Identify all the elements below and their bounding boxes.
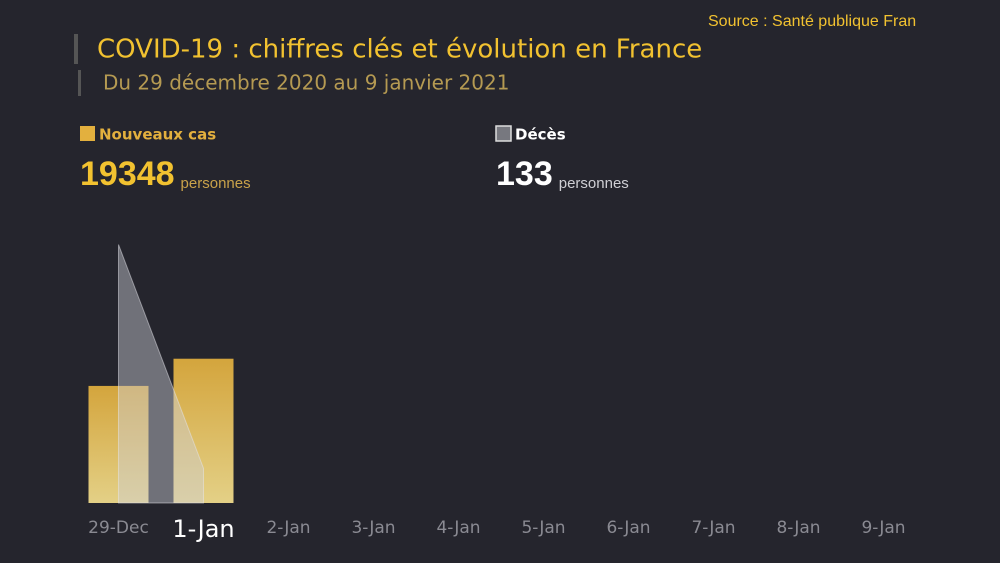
x-tick-label: 4-Jan xyxy=(436,518,480,538)
x-tick-label: 3-Jan xyxy=(351,518,395,538)
x-tick-label: 6-Jan xyxy=(606,518,650,538)
x-tick-label: 2-Jan xyxy=(266,518,310,538)
headline-unit: personnes xyxy=(559,175,629,192)
subtitle-bar xyxy=(78,70,81,96)
x-tick-label: 5-Jan xyxy=(521,518,565,538)
x-tick-label: 29-Dec xyxy=(88,518,149,538)
chart-subtitle: Du 29 décembre 2020 au 9 janvier 2021 xyxy=(103,71,509,95)
source: Source : Santé publique Fran xyxy=(708,13,916,30)
x-tick-label: 9-Jan xyxy=(861,518,905,538)
title-bar xyxy=(74,34,78,64)
headline-value: 133 xyxy=(496,155,553,193)
x-tick-label: 7-Jan xyxy=(691,518,735,538)
area xyxy=(118,244,204,504)
headline-unit: personnes xyxy=(181,175,251,192)
legend-label: Nouveaux cas xyxy=(99,126,216,144)
chart-title: COVID-19 : chiffres clés et évolution en… xyxy=(97,35,702,65)
x-tick-label: 1-Jan xyxy=(172,515,234,543)
legend-swatch xyxy=(495,125,512,142)
legend-label: Décès xyxy=(515,126,566,144)
headline-value: 19348 xyxy=(80,155,175,193)
legend-swatch xyxy=(80,126,95,141)
x-tick-label: 8-Jan xyxy=(776,518,820,538)
